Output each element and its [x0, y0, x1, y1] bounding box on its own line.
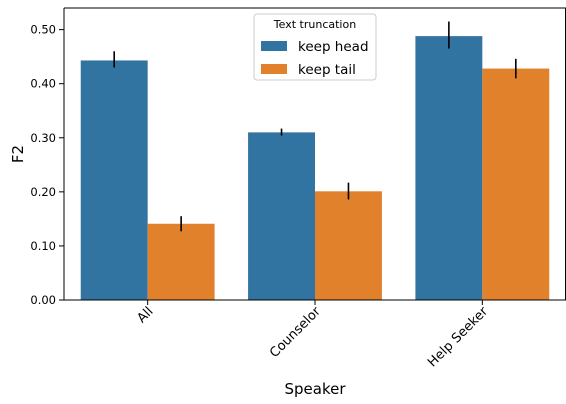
y-tick-label: 0.50	[30, 23, 56, 37]
bar-keep-head-1	[248, 132, 315, 300]
bar-keep-tail-1	[315, 191, 382, 300]
legend-label-keep-head: keep head	[298, 39, 369, 55]
y-tick-label: 0.40	[30, 77, 56, 91]
legend-box	[253, 13, 377, 81]
legend-label-keep-tail: keep tail	[298, 62, 356, 78]
plot-area	[80, 21, 550, 301]
y-tick-label: 0.00	[30, 293, 56, 307]
y-tick-label: 0.10	[30, 239, 56, 253]
legend-title: Text truncation	[273, 18, 356, 31]
legend-swatch-keep-tail	[261, 64, 287, 74]
legend-swatch-keep-head	[261, 41, 287, 51]
x-axis-label: Speaker	[284, 380, 346, 398]
x-tick-label: Counselor	[267, 304, 324, 361]
bar-keep-tail-0	[147, 223, 215, 300]
bar-keep-tail-2	[482, 68, 550, 301]
y-tick-label: 0.30	[30, 131, 56, 145]
x-tick-label: All	[134, 304, 156, 326]
legend: Text truncation keep head keep tail	[253, 13, 377, 81]
y-tick-label: 0.20	[30, 185, 56, 199]
bar-keep-head-2	[415, 36, 483, 300]
bar-keep-head-0	[80, 60, 148, 301]
y-axis-label: F2	[9, 145, 27, 163]
x-tick-label: Help Seeker	[425, 304, 492, 371]
